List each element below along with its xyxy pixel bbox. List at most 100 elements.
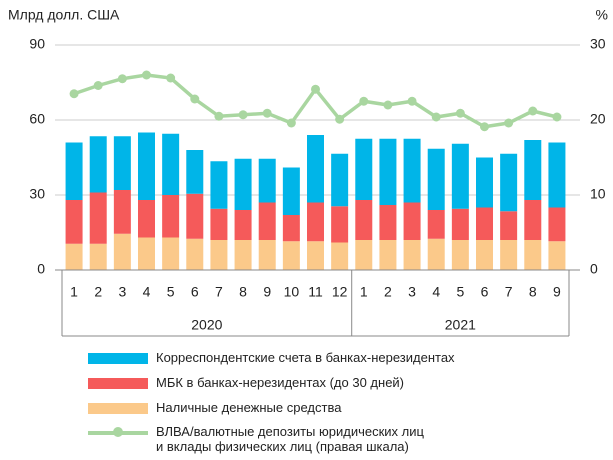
x-tick-label: 5 — [456, 284, 464, 300]
y-tick-label: 90 — [29, 36, 45, 52]
bar-segment — [524, 140, 542, 200]
x-tick-label: 2 — [94, 284, 102, 300]
y-tick-label: 0 — [37, 261, 45, 277]
bar-segment — [234, 158, 252, 210]
legend-swatch — [88, 403, 148, 414]
x-tick-label: 1 — [70, 284, 78, 300]
bar-segment — [282, 215, 300, 242]
x-tick-label: 8 — [529, 284, 537, 300]
x-tick-label: 6 — [191, 284, 199, 300]
bar-segment — [282, 167, 300, 215]
x-tick-label: 12 — [332, 284, 348, 300]
bar-segment — [162, 237, 180, 270]
bar-segment — [113, 233, 131, 270]
group-label: 2020 — [191, 317, 222, 333]
bar-segment — [113, 136, 131, 190]
line-marker — [552, 112, 562, 122]
line-marker — [166, 73, 176, 83]
bar-segment — [355, 200, 373, 240]
bar-segment — [476, 240, 493, 270]
bar-segment — [355, 138, 373, 200]
x-tick-label: 3 — [118, 284, 126, 300]
bar-segment — [258, 240, 276, 270]
line-marker — [455, 108, 465, 118]
bar-segment — [427, 238, 445, 270]
bar-segment — [186, 150, 204, 194]
bar-segment — [307, 241, 324, 270]
bar-segment — [427, 210, 445, 239]
bar-segment — [65, 142, 83, 200]
bar-segment — [331, 153, 349, 207]
x-tick-label: 9 — [553, 284, 561, 300]
bar-segment — [548, 142, 566, 208]
bar-segment — [355, 240, 373, 270]
legend-swatch — [88, 427, 148, 438]
bar-segment — [403, 240, 421, 270]
y2-axis-label: % — [596, 7, 608, 23]
y2-tick-label: 30 — [590, 36, 606, 52]
bar-segment — [427, 148, 445, 210]
bar-segment — [282, 241, 300, 270]
x-tick-label: 2 — [384, 284, 392, 300]
legend-label: Корреспондентские счета в банках-нерезид… — [156, 350, 455, 365]
bar-segment — [138, 132, 155, 200]
bar-segment — [162, 195, 180, 238]
bar-segment — [210, 161, 228, 209]
line-marker — [528, 106, 538, 116]
bar-segment — [186, 193, 204, 239]
bar-segment — [210, 208, 228, 240]
line-marker — [335, 114, 345, 124]
x-tick-label: 4 — [143, 284, 151, 300]
line-marker — [480, 122, 489, 132]
line-marker — [214, 111, 224, 121]
bar-segment — [186, 238, 204, 270]
bar-segment — [451, 240, 469, 270]
bar-segment — [234, 210, 252, 240]
x-tick-label: 1 — [360, 284, 368, 300]
x-tick-label: 9 — [263, 284, 271, 300]
legend-label: Наличные денежные средства — [156, 400, 342, 415]
line-marker — [117, 74, 127, 84]
bar-segment — [162, 133, 180, 195]
bar-segment — [258, 158, 276, 203]
bar-segment — [476, 207, 493, 240]
bar-segment — [138, 237, 155, 270]
line-marker — [286, 118, 296, 128]
bar-segment — [403, 202, 421, 240]
bar-segment — [307, 202, 324, 242]
bar-segment — [234, 240, 252, 270]
legend-item: Корреспондентские счета в банках-нерезид… — [88, 350, 455, 365]
bar-segment — [138, 200, 155, 238]
line-marker — [383, 100, 393, 110]
y-axis-label: Млрд долл. США — [8, 7, 120, 23]
bar-segment — [307, 135, 324, 203]
line-marker — [93, 81, 103, 90]
bar-segment — [403, 138, 421, 203]
bar-segment — [548, 207, 566, 242]
line-marker — [238, 110, 248, 120]
legend-label: ВЛВА/валютные депозиты юридических лиц и… — [156, 424, 424, 454]
bar-segment — [379, 240, 397, 270]
x-tick-label: 7 — [215, 284, 223, 300]
bar-segment — [89, 192, 107, 244]
legend-item: Наличные денежные средства — [88, 400, 341, 415]
x-tick-label: 4 — [432, 284, 440, 300]
legend-swatch — [88, 353, 148, 364]
legend-label: МБК в банках-нерезидентах (до 30 дней) — [156, 375, 405, 390]
bar-segment — [500, 240, 518, 270]
bar-segment — [379, 205, 397, 240]
bar-segment — [476, 157, 493, 208]
y2-tick-label: 0 — [590, 261, 598, 277]
bar-segment — [65, 200, 83, 244]
y-tick-label: 30 — [29, 186, 45, 202]
line-marker — [262, 108, 272, 118]
bar-segment — [548, 241, 566, 270]
bar-segment — [331, 242, 349, 270]
bar-segment — [500, 211, 518, 240]
bar-segment — [379, 138, 397, 205]
bar-segment — [89, 136, 107, 193]
y2-tick-label: 20 — [590, 111, 606, 127]
line-marker — [359, 96, 369, 106]
